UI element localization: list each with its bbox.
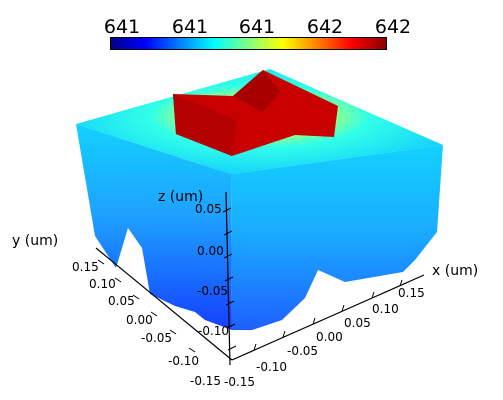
x-tick-label: 0.05 xyxy=(344,316,371,330)
colorbar-tick-label: 641 xyxy=(171,16,209,38)
x-tick-label: 0.10 xyxy=(372,302,399,316)
y-tick-mark xyxy=(150,311,158,317)
z-tick-label: -0.10 xyxy=(198,324,230,338)
y-tick-label: 0.10 xyxy=(89,277,116,291)
y-tick-label: 0.15 xyxy=(72,260,99,274)
x-tick-mark xyxy=(282,330,286,338)
colorbar-tick-label: 641 xyxy=(238,16,276,38)
x-tick-label: 0.15 xyxy=(398,286,425,300)
y-axis-title: y (um) xyxy=(12,233,59,249)
z-tick-mark xyxy=(226,323,236,329)
y-axis-line xyxy=(95,247,233,361)
y-tick-mark xyxy=(169,329,177,335)
z-tick-label: 0.05 xyxy=(195,202,222,216)
z-tick-label: -0.05 xyxy=(197,284,229,298)
x-tick-label: 0.00 xyxy=(316,330,343,344)
colorbar-tick-label: 642 xyxy=(374,16,412,38)
y-tick-label: 0.00 xyxy=(126,313,153,327)
colorbar xyxy=(110,37,387,50)
hot-region-left xyxy=(173,94,236,156)
colorbar-tick-label: 642 xyxy=(306,16,344,38)
z-tick-mark xyxy=(223,253,233,259)
z-tick-mark xyxy=(222,207,232,213)
y-tick-mark xyxy=(114,277,122,283)
z-tick-mark xyxy=(227,345,237,351)
y-tick-label: -0.15 xyxy=(190,374,222,388)
x-tick-mark xyxy=(341,304,345,312)
x-tick-mark xyxy=(371,291,375,299)
z-axis-title: z (um) xyxy=(158,189,204,205)
z-tick-label: 0.00 xyxy=(197,244,224,258)
x-tick-label: -0.10 xyxy=(256,360,288,374)
x-tick-label: -0.15 xyxy=(224,375,256,389)
x-tick-mark xyxy=(312,317,316,325)
right-side-face xyxy=(231,145,443,330)
y-tick-mark xyxy=(188,347,196,353)
z-tick-mark xyxy=(225,300,235,306)
x-tick-label: -0.05 xyxy=(287,344,319,358)
x-tick-mark xyxy=(253,343,257,351)
z-axis-line xyxy=(225,191,231,366)
z-tick-mark xyxy=(224,276,234,282)
x-tick-mark xyxy=(399,279,403,287)
hot-region-shade xyxy=(233,70,280,112)
x-axis-line xyxy=(231,274,425,361)
left-side-face xyxy=(76,124,232,330)
colorbar-tick-label: 641 xyxy=(103,16,141,38)
y-tick-label: -0.05 xyxy=(141,331,173,345)
y-tick-label: -0.10 xyxy=(168,354,200,368)
y-tick-mark xyxy=(97,259,105,265)
z-tick-mark xyxy=(223,230,233,236)
y-tick-mark xyxy=(132,294,140,300)
y-tick-label: 0.05 xyxy=(108,294,135,308)
x-axis-title: x (um) xyxy=(432,263,479,279)
